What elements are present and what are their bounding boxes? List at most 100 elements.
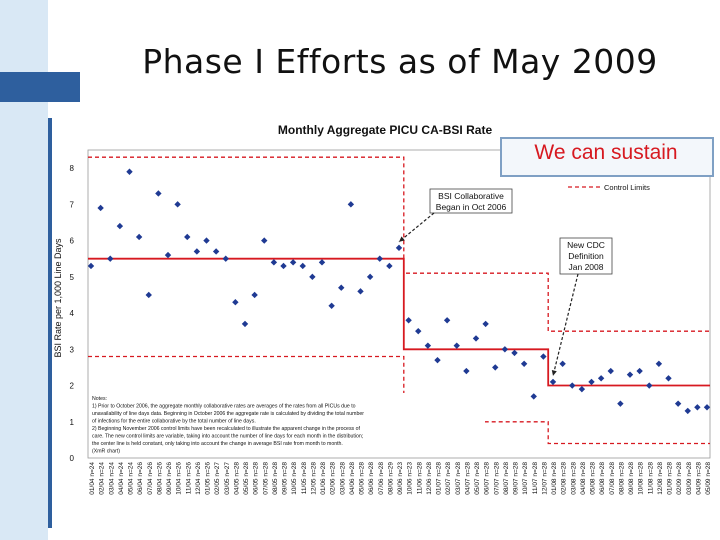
x-tick-label: 09/07 n=28 [513, 462, 520, 495]
annotation-arrowhead-cdc [551, 370, 557, 376]
x-tick-label: 11/06 n=28 [416, 462, 423, 495]
data-point [270, 259, 278, 266]
data-point [694, 404, 701, 411]
data-point [309, 273, 316, 281]
data-point [443, 317, 451, 324]
x-tick-label: 07/06 n=28 [378, 462, 385, 495]
y-tick-label: 1 [70, 418, 75, 427]
y-tick-label: 5 [70, 273, 75, 282]
x-tick-label: 08/06 n=29 [387, 462, 394, 495]
x-tick-label: 09/08 n=28 [628, 462, 635, 495]
x-tick-label: 02/07 n=28 [445, 462, 452, 495]
data-point [107, 255, 114, 262]
annotation-text-cdc: Definition [568, 251, 604, 261]
data-point [626, 371, 634, 378]
y-tick-label: 6 [70, 237, 75, 246]
data-point [559, 360, 566, 367]
data-point [174, 201, 181, 208]
notes-line: the center line is held constant, only t… [92, 441, 343, 447]
x-tick-label: 09/06 n=23 [397, 462, 404, 495]
data-point [164, 251, 172, 259]
data-point [472, 335, 480, 342]
data-point [135, 233, 143, 241]
data-point [338, 284, 345, 291]
annotation-box-cdc [559, 237, 613, 275]
data-point [405, 317, 412, 324]
x-tick-label: 03/06 n=28 [339, 462, 346, 495]
data-point [203, 237, 210, 244]
notes-line: care. The new control limits are variabl… [92, 434, 363, 440]
y-tick-label: 8 [70, 164, 75, 173]
data-point [251, 291, 258, 299]
plot-frame [87, 149, 711, 459]
data-point [597, 375, 605, 382]
annotation-text-cdc: Jan 2008 [569, 262, 604, 272]
x-tick-label: 03/05 n=27 [224, 462, 231, 495]
x-tick-label: 05/05 n=28 [243, 462, 250, 495]
x-tick-label: 12/07 n=28 [541, 462, 548, 495]
data-point [116, 222, 124, 230]
data-point [261, 237, 268, 244]
x-tick-label: 01/09 n=28 [667, 462, 674, 495]
data-point [145, 291, 152, 299]
callout-text: We can sustain [534, 141, 678, 164]
x-tick-label: 03/04 n=24 [108, 462, 115, 495]
data-point [415, 327, 422, 335]
data-point [636, 367, 643, 375]
x-tick-label: 08/04 n=26 [156, 462, 163, 495]
x-tick-label: 11/05 n=28 [301, 462, 308, 495]
x-tick-label: 01/06 n=28 [320, 462, 327, 495]
data-point [376, 255, 383, 262]
x-tick-label: 08/05 n=28 [272, 462, 279, 495]
x-tick-label: 10/07 n=28 [522, 462, 529, 495]
data-point [434, 356, 441, 364]
notes-line: 2) Beginning November 2006 control limit… [92, 426, 360, 432]
x-tick-label: 01/07 n=28 [436, 462, 443, 495]
legend-control-limits: Control Limits [604, 183, 650, 192]
data-point [453, 342, 460, 349]
x-tick-label: 01/05 n=26 [205, 462, 212, 495]
data-point [299, 262, 306, 270]
data-point [386, 262, 393, 270]
x-tick-label: 06/08 n=28 [599, 462, 606, 495]
x-tick-label: 07/08 n=28 [609, 462, 616, 495]
x-tick-label: 12/06 n=28 [426, 462, 433, 495]
data-point [511, 349, 518, 357]
notes-line: 1) Prior to October 2006, the aggregate … [92, 404, 356, 410]
data-point [184, 233, 191, 241]
data-point [155, 190, 162, 197]
lower-control-limit [88, 355, 710, 445]
data-point [520, 360, 528, 367]
x-tick-label: 11/04 n=26 [185, 462, 192, 495]
data-point [482, 320, 489, 328]
y-tick-label: 4 [70, 309, 75, 318]
x-tick-label: 12/08 n=28 [657, 462, 664, 495]
data-point [366, 273, 374, 281]
x-tick-label: 08/07 n=28 [503, 462, 510, 495]
annotation-text-cdc: New CDC [567, 240, 605, 250]
data-point [212, 248, 220, 255]
x-tick-label: 02/08 n=28 [561, 462, 568, 495]
data-point [241, 320, 249, 328]
x-tick-label: 04/04 n=24 [118, 462, 125, 495]
y-tick-label: 3 [70, 345, 75, 354]
x-tick-label: 05/08 n=28 [590, 462, 597, 495]
x-tick-label: 02/09 n=28 [676, 462, 683, 495]
x-tick-label: 10/05 n=28 [291, 462, 298, 495]
x-tick-label: 11/08 n=28 [647, 462, 654, 495]
x-tick-label: 07/07 n=28 [493, 462, 500, 495]
y-tick-label: 2 [70, 382, 75, 391]
data-point [684, 407, 691, 415]
data-point [569, 382, 576, 389]
data-point [549, 378, 557, 386]
notes-line: of infections for the entire collaborati… [92, 419, 256, 425]
x-tick-label: 11/07 n=28 [532, 462, 539, 495]
x-tick-label: 05/04 n=24 [128, 462, 135, 495]
x-tick-label: 02/06 n=28 [330, 462, 337, 495]
x-tick-label: 06/04 n=26 [137, 462, 144, 495]
annotation-text-collab: Began in Oct 2006 [436, 202, 507, 212]
data-point [492, 364, 499, 371]
data-point [126, 168, 133, 175]
data-point [703, 404, 711, 411]
